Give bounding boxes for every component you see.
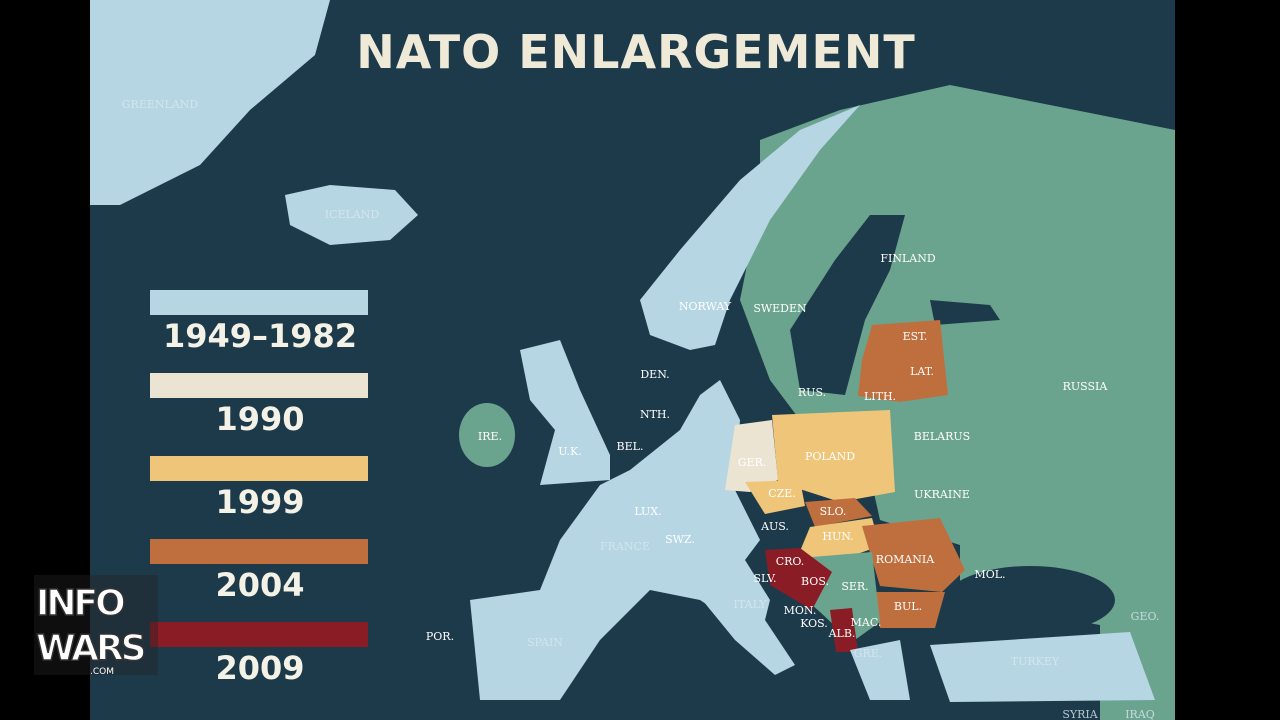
legend-label: 2004 (215, 566, 304, 604)
logo: INFO WARS .COM (34, 575, 158, 677)
country-label: TURKEY (1011, 655, 1060, 668)
country-label: ICELAND (325, 208, 380, 221)
country-label: LUX. (634, 505, 661, 518)
legend-swatch (150, 456, 368, 481)
country-label: CZE. (768, 487, 796, 500)
logo-bg (34, 575, 158, 675)
legend-label: 1990 (215, 400, 304, 438)
country-label: UKRAINE (914, 488, 970, 501)
country-label: BELARUS (914, 430, 970, 443)
country-label: MON. (784, 604, 817, 617)
country-label: HUN. (822, 530, 853, 543)
legend-swatch (150, 622, 368, 647)
country-label: SWZ. (665, 533, 695, 546)
country-labels: GREENLAND ICELAND NORWAY SWEDEN FINLAND RUSSI… (122, 98, 1160, 720)
country-label: SLV. (753, 572, 776, 585)
country-label: IRAQ (1125, 708, 1155, 720)
country-label: U.K. (558, 445, 581, 458)
country-label: GER. (738, 456, 767, 469)
country-label: DEN. (640, 368, 669, 381)
legend-label: 1999 (215, 483, 304, 521)
country-label: AUS. (760, 520, 789, 533)
country-label: RUSSIA (1063, 380, 1109, 393)
country-label: BEL. (617, 440, 644, 453)
country-label: GEO. (1131, 610, 1160, 623)
country-label: GRE. (854, 647, 883, 660)
country-label: ITALY (734, 598, 768, 611)
legend-swatch (150, 539, 368, 564)
country-label: LITH. (864, 390, 896, 403)
country-label: ALB. (828, 627, 856, 640)
country-label: FRANCE (600, 540, 650, 553)
map-title: NATO ENLARGEMENT (356, 25, 916, 79)
country-label: EST. (903, 330, 928, 343)
country-label: MOL. (974, 568, 1005, 581)
country-label: GREENLAND (122, 98, 199, 111)
logo-line1: INFO (36, 583, 124, 624)
country-label: SYRIA (1062, 708, 1098, 720)
country-label: ROMANIA (876, 553, 935, 566)
country-label: POLAND (805, 450, 855, 463)
logo-suffix: .COM (90, 667, 114, 677)
legend-label: 1949–1982 (163, 317, 357, 355)
country-label: BUL. (894, 600, 922, 613)
country-label: LAT. (910, 365, 934, 378)
country-label: IRE. (478, 430, 502, 443)
country-label: NORWAY (679, 300, 732, 313)
country-label: SLO. (820, 505, 847, 518)
country-label: FINLAND (880, 252, 935, 265)
country-label: SPAIN (527, 636, 563, 649)
country-label: SER. (841, 580, 868, 593)
legend-swatch (150, 290, 368, 315)
country-label: MAC. (851, 616, 882, 629)
legend: 1949–1982 1990 1999 2004 2009 (150, 290, 368, 687)
country-label: CRO. (776, 555, 805, 568)
country-label: NTH. (640, 408, 670, 421)
country-label: SWEDEN (753, 302, 807, 315)
landmasses (90, 0, 1175, 720)
country-label: KOS. (800, 617, 828, 630)
legend-swatch (150, 373, 368, 398)
country-label: RUS. (798, 386, 826, 399)
country-label: POR. (426, 630, 454, 643)
logo-line2: WARS (36, 628, 145, 669)
country-label: BOS. (801, 575, 829, 588)
legend-label: 2009 (215, 649, 304, 687)
